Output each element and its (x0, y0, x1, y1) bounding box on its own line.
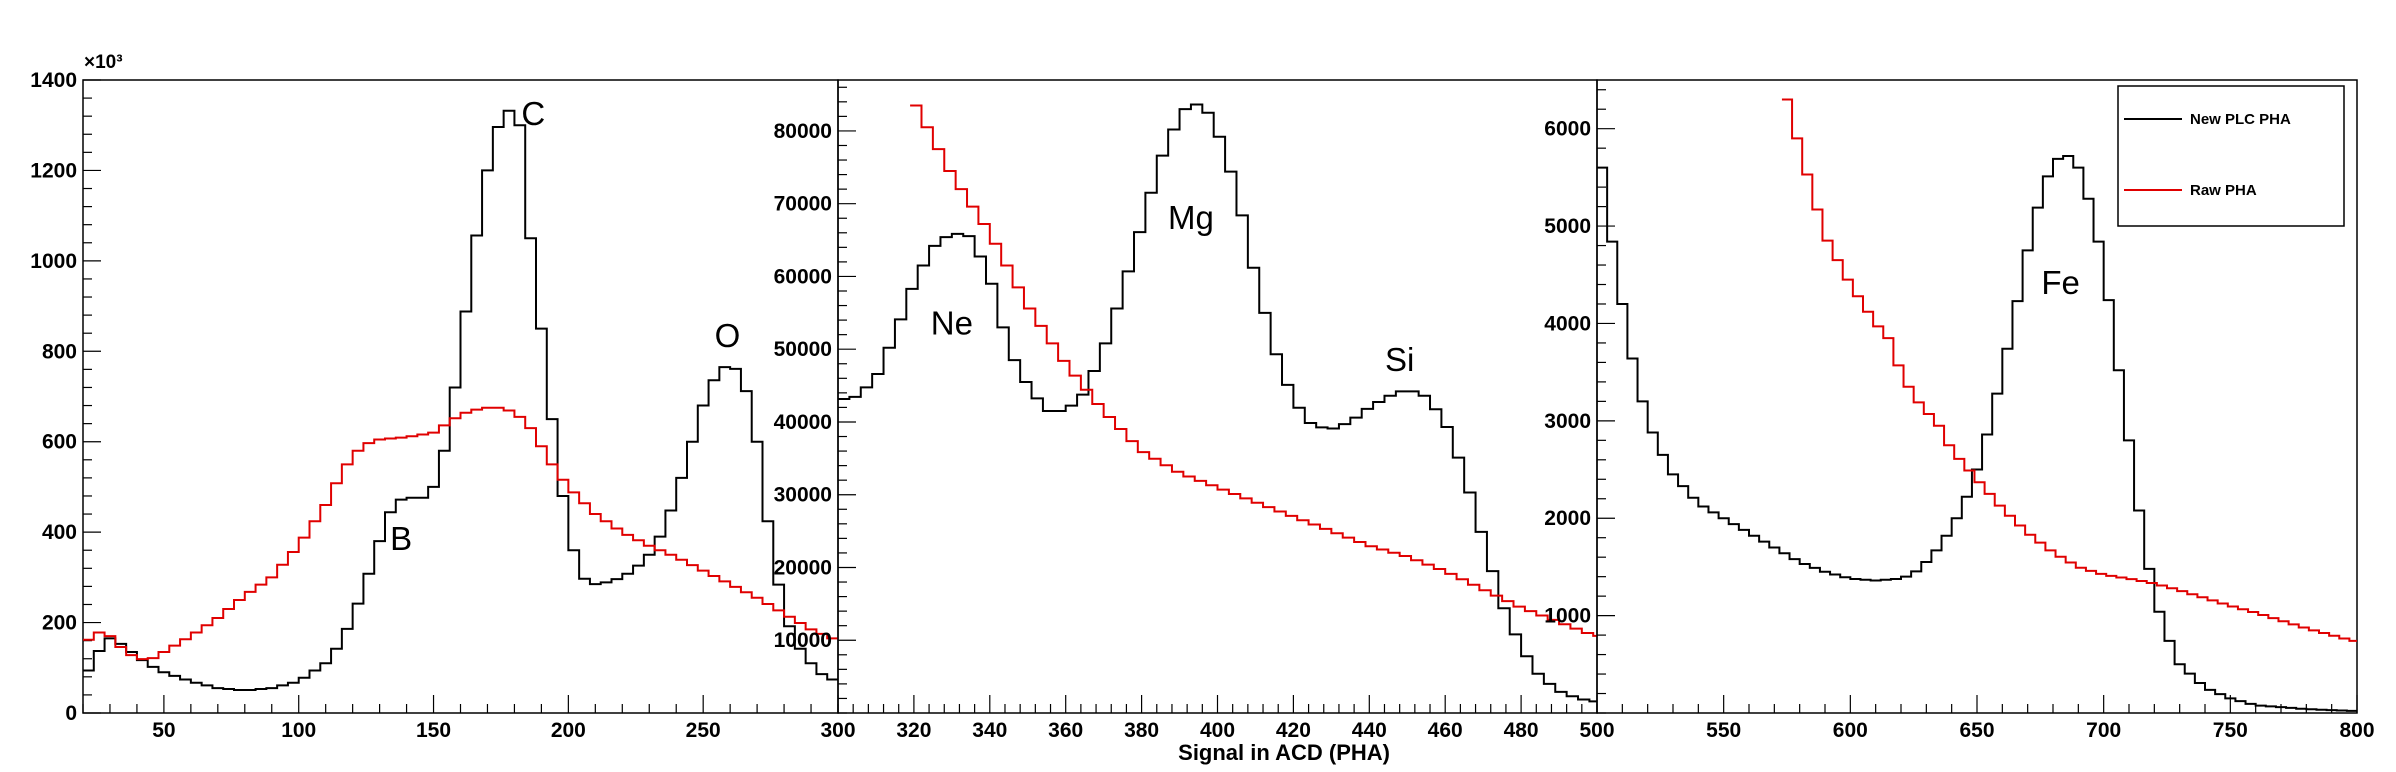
y-tick-label: 200 (42, 612, 77, 635)
y-tick-label: 60000 (774, 265, 832, 288)
x-tick-label: 380 (1124, 719, 1159, 742)
x-tick-label: 340 (972, 719, 1007, 742)
legend-box (2117, 85, 2345, 227)
peak-label-fe: Fe (2041, 264, 2080, 301)
x-tick-label: 300 (820, 719, 855, 742)
y-tick-label: 600 (42, 431, 77, 454)
x-tick-label: 600 (1833, 719, 1868, 742)
y-tick-label: 80000 (774, 120, 832, 143)
x-tick-label: 360 (1048, 719, 1083, 742)
x-tick-label: 550 (1706, 719, 1741, 742)
y-tick-label: 2000 (1544, 507, 1591, 530)
series-raw-pha (83, 406, 838, 661)
y-tick-label: 1400 (30, 69, 77, 92)
series-new-plc-pha (1597, 154, 2357, 712)
x-tick-label: 650 (1959, 719, 1994, 742)
peak-label-mg: Mg (1168, 199, 1214, 236)
x-tick-label: 420 (1276, 719, 1311, 742)
x-tick-label: 150 (416, 719, 451, 742)
y-tick-label: 1000 (1544, 605, 1591, 628)
peak-label-o: O (715, 317, 741, 354)
x-tick-label: 50 (152, 719, 175, 742)
series-raw-pha (1781, 98, 2357, 642)
peak-label-si: Si (1385, 341, 1414, 378)
panel-3: 550 600 650 700 750 800 1000 2000 3000 4000 5000 60… (1544, 79, 2375, 742)
panels-layer: 50 100 150 200 250 30002004006008001000120014… (30, 52, 2374, 742)
panel-2-frame (837, 79, 1598, 714)
x-tick-label: 320 (896, 719, 931, 742)
x-tick-label: 400 (1200, 719, 1235, 742)
x-axis-title: Signal in ACD (PHA) (1178, 740, 1390, 765)
y-tick-label: 40000 (774, 411, 832, 434)
panel-2-series (838, 103, 1597, 703)
y-tick-label: 800 (42, 340, 77, 363)
x-tick-label: 480 (1504, 719, 1539, 742)
y-tick-label: 70000 (774, 193, 832, 216)
series-new-plc-pha (83, 109, 838, 691)
y-tick-label: 5000 (1544, 215, 1591, 238)
peak-label-ne: Ne (931, 305, 973, 342)
x-tick-label: 750 (2213, 719, 2248, 742)
x-tick-label: 250 (686, 719, 721, 742)
legend: New PLC PHA Raw PHA (2117, 85, 2345, 227)
peak-label-c: C (521, 95, 545, 132)
y-tick-label: 20000 (774, 556, 832, 579)
x-tick-label: 500 (1579, 719, 1614, 742)
panel-3-series (1597, 98, 2357, 712)
panel-1-series (83, 109, 838, 691)
y-tick-label: 3000 (1544, 410, 1591, 433)
y-tick-label: 4000 (1544, 312, 1591, 335)
y-tick-label: 400 (42, 521, 77, 544)
legend-label-new-plc-pha: New PLC PHA (2190, 111, 2291, 128)
panel-1: 50 100 150 200 250 300 0 200 400 600 800 1000 1200 14… (30, 52, 855, 742)
x-tick-label: 200 (551, 719, 586, 742)
x-tick-label: 800 (2339, 719, 2374, 742)
x-tick-label: 700 (2086, 719, 2121, 742)
y-tick-label: 1000 (30, 250, 77, 273)
x-tick-label: 460 (1428, 719, 1463, 742)
panel-1-frame (82, 79, 839, 714)
y-tick-label: 1200 (30, 159, 77, 182)
y-tick-label: 0 (65, 702, 77, 725)
y-tick-label: 50000 (774, 338, 832, 361)
series-raw-pha (910, 104, 1597, 637)
peak-label-b: B (390, 520, 412, 557)
y-exponent-label: ×10³ (84, 52, 123, 73)
legend-label-raw-pha: Raw PHA (2190, 182, 2257, 199)
y-tick-label: 6000 (1544, 118, 1591, 141)
y-tick-label: 30000 (774, 484, 832, 507)
panel-2: 320 340 360 380 400 420 440 460 480 500 10000 20000… (774, 79, 1615, 742)
x-tick-label: 100 (281, 719, 316, 742)
x-tick-label: 440 (1352, 719, 1387, 742)
y-tick-label: 10000 (774, 629, 832, 652)
series-new-plc-pha (838, 103, 1597, 703)
